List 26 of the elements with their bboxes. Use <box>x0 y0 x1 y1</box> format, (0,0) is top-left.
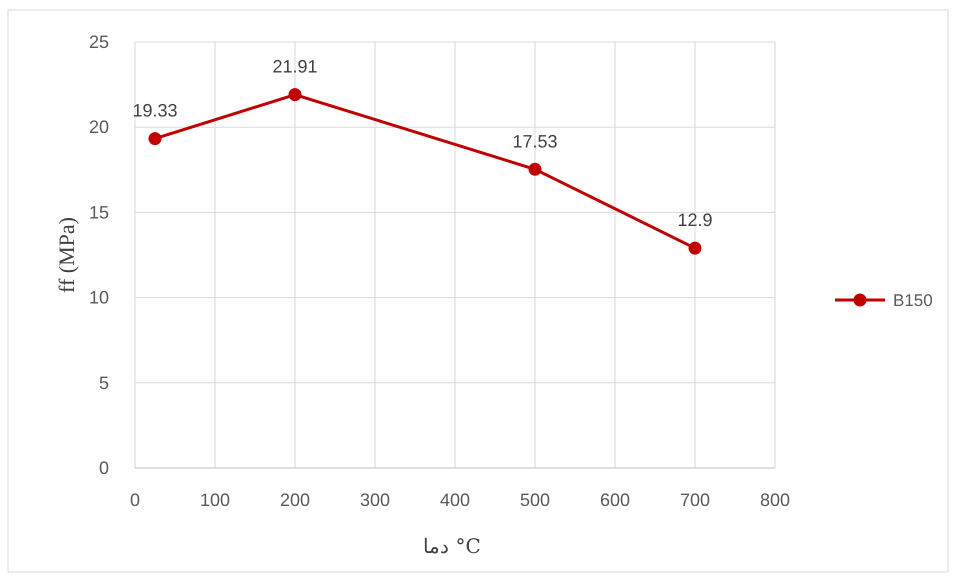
point <box>288 88 302 102</box>
legend-label: B150 <box>893 291 933 310</box>
data-label: 21.91 <box>272 56 318 77</box>
x-tick-label: 700 <box>680 490 710 510</box>
point <box>688 242 702 255</box>
x-tick-label: 800 <box>760 490 790 510</box>
y-tick-label: 20 <box>88 117 109 138</box>
x-axis-title: دما °C <box>423 534 481 558</box>
x-tick-label: 400 <box>440 490 470 510</box>
x-tick-label: 100 <box>200 490 230 510</box>
x-tick-label: 0 <box>130 490 140 510</box>
x-tick-label: 500 <box>520 490 550 510</box>
data-label: 17.53 <box>512 131 558 152</box>
x-tick-label: 300 <box>360 490 390 510</box>
y-tick-label: 10 <box>88 288 109 308</box>
x-tick-label: 200 <box>280 490 310 510</box>
y-tick-label: 15 <box>88 202 109 222</box>
data-label: 19.33 <box>132 100 178 121</box>
y-tick-label: 5 <box>98 372 109 393</box>
y-tick-label: 0 <box>98 458 109 478</box>
y-tick-label: 25 <box>88 32 109 52</box>
point <box>528 162 542 176</box>
point <box>148 132 162 146</box>
x-tick-label: 600 <box>600 490 630 510</box>
y-axis-title: ff (MPa) <box>54 217 79 293</box>
data-label: 12.9 <box>677 210 713 230</box>
